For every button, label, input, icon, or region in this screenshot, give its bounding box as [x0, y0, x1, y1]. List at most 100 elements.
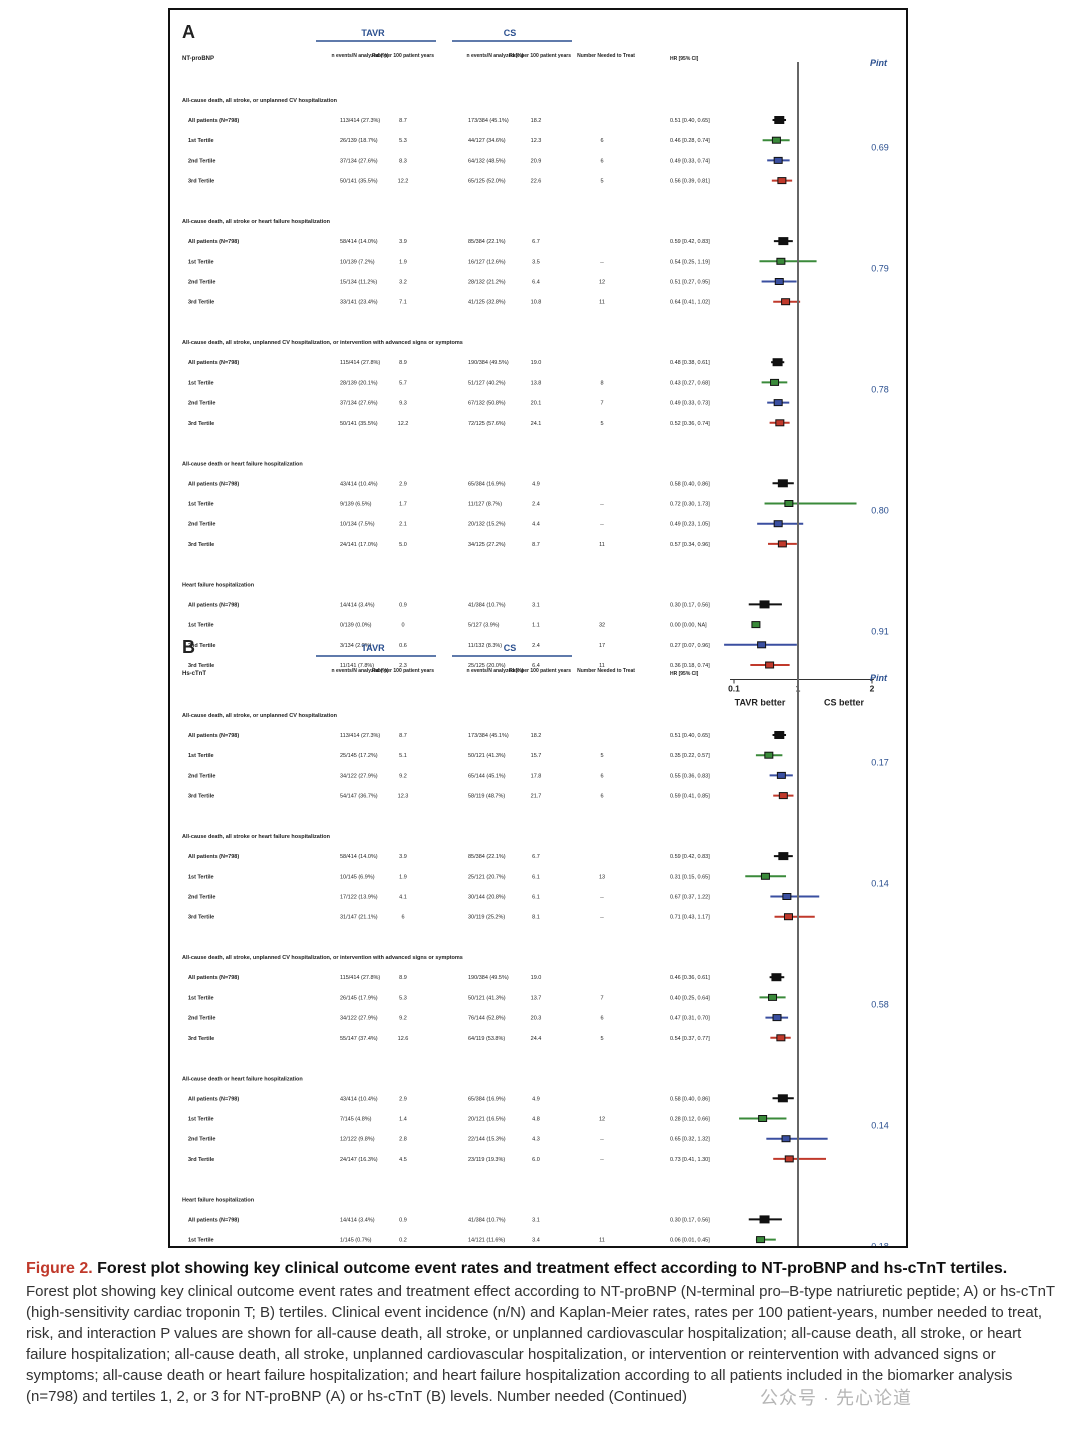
caption-title: Figure 2. Forest plot showing key clinic…	[26, 1258, 1056, 1279]
cs-rate: 2.4	[532, 502, 540, 508]
row-label: All patients (N=798)	[188, 1096, 239, 1102]
tavr-events: 24/147 (16.3%)	[340, 1157, 378, 1163]
hr-point	[775, 419, 785, 427]
row-label: 1st Tertile	[188, 138, 214, 144]
outcome-title: All-cause death or heart failure hospita…	[182, 1076, 303, 1082]
hr-point	[784, 500, 794, 507]
figure-number: Figure 2.	[26, 1260, 93, 1277]
hr-ci-text: 0.71 [0.43, 1.17]	[670, 915, 710, 921]
cs-events: 20/132 (15.2%)	[468, 522, 506, 528]
cs-events: 25/121 (20.7%)	[468, 874, 506, 880]
tavr-events: 113/414 (27.3%)	[340, 118, 380, 124]
nnt-value: 6	[600, 138, 603, 144]
header-tavr: TAVR	[361, 643, 385, 653]
pint-header: Pint	[870, 58, 888, 68]
hr-point	[772, 358, 783, 367]
outcome-title: All-cause death, all stroke, or unplanne…	[182, 713, 338, 719]
row-label: 1st Tertile	[188, 623, 214, 629]
hr-point	[776, 1034, 786, 1042]
col-header-tavr-rate: Rate per 100 patient years	[372, 53, 434, 59]
nnt-value: 5	[600, 1036, 603, 1042]
hr-point	[768, 993, 778, 1001]
nnt-value: 6	[600, 1016, 603, 1022]
cs-events: 30/119 (25.2%)	[468, 915, 505, 921]
tavr-rate: 4.1	[399, 895, 407, 901]
hr-point	[773, 520, 783, 528]
cs-rate: 4.3	[532, 1137, 540, 1143]
nnt-value: 7	[600, 995, 603, 1001]
cs-events: 190/384 (49.5%)	[468, 975, 509, 981]
col-header-cs-events: n events/N analyzed (%)	[467, 53, 524, 59]
hr-point	[781, 298, 791, 306]
row-label: 3rd Tertile	[188, 300, 214, 306]
tavr-events: 55/147 (37.4%)	[340, 1036, 378, 1042]
cs-rate: 6.7	[532, 239, 540, 245]
nnt-value: 11	[599, 663, 605, 669]
tavr-rate: 2.3	[399, 663, 407, 669]
nnt-value: --	[600, 895, 604, 901]
row-label: 2nd Tertile	[188, 522, 215, 528]
nnt-value: 5	[600, 421, 603, 427]
cs-events: 65/384 (16.9%)	[468, 1096, 506, 1102]
cs-rate: 17.8	[531, 773, 542, 779]
hr-point	[773, 156, 783, 164]
cs-rate: 2.4	[532, 643, 540, 649]
hr-ci-text: 0.31 [0.15, 0.65]	[670, 874, 710, 880]
cs-events: 85/384 (22.1%)	[468, 854, 506, 860]
tavr-events: 14/414 (3.4%)	[340, 1217, 375, 1223]
row-label: 3rd Tertile	[188, 794, 214, 800]
hr-point	[772, 1014, 782, 1022]
hr-ci-text: 0.30 [0.17, 0.56]	[670, 602, 710, 608]
tavr-events: 9/139 (6.5%)	[340, 502, 372, 508]
cs-events: 25/125 (20.0%)	[468, 663, 506, 669]
cs-rate: 8.7	[532, 542, 540, 548]
x-label-tavr-better: TAVR better	[735, 698, 786, 708]
hr-ci-text: 0.48 [0.38, 0.61]	[670, 360, 710, 366]
tavr-rate: 1.9	[399, 259, 407, 265]
figure-caption: Figure 2. Forest plot showing key clinic…	[26, 1258, 1056, 1407]
hr-point	[765, 661, 775, 669]
hr-point	[781, 1135, 791, 1143]
pint-header: Pint	[870, 673, 888, 683]
hr-point	[760, 872, 770, 880]
hr-ci-text: 0.64 [0.41, 1.02]	[670, 300, 710, 306]
hr-point	[777, 177, 787, 185]
tavr-rate: 8.3	[399, 158, 407, 164]
cs-rate: 4.9	[532, 1096, 540, 1102]
row-label: 2nd Tertile	[188, 773, 215, 779]
hr-point	[774, 731, 785, 739]
hr-point	[770, 378, 780, 386]
cs-rate: 24.4	[531, 1036, 542, 1042]
tavr-events: 54/147 (36.7%)	[340, 794, 378, 800]
hr-ci-text: 0.28 [0.12, 0.66]	[670, 1117, 710, 1123]
hr-ci-text: 0.06 [0.01, 0.45]	[670, 1238, 710, 1244]
col-header-hr: HR [95% CI]	[670, 671, 699, 677]
cs-rate: 22.6	[531, 179, 542, 185]
hr-point	[774, 116, 785, 124]
col-header-nnt: Number Needed to Treat	[577, 53, 635, 59]
row-label: 3rd Tertile	[188, 179, 214, 185]
outcome-title: All-cause death, all stroke or heart fai…	[182, 834, 331, 840]
cs-rate: 3.5	[532, 259, 540, 265]
tavr-rate: 3.9	[399, 239, 407, 245]
col-header-tavr-rate: Rate per 100 patient years	[372, 668, 434, 674]
hr-ci-text: 0.00 [0.00, NA]	[670, 623, 707, 629]
tavr-events: 17/122 (13.9%)	[340, 895, 378, 901]
row-label: 2nd Tertile	[188, 401, 215, 407]
nnt-value: 8	[600, 380, 603, 386]
hr-ci-text: 0.67 [0.37, 1.22]	[670, 895, 710, 901]
panel-letter: B	[182, 637, 195, 657]
cs-rate: 19.0	[531, 360, 542, 366]
cs-rate: 4.8	[532, 1117, 540, 1123]
cs-rate: 3.1	[532, 602, 540, 608]
hr-ci-text: 0.27 [0.07, 0.96]	[670, 643, 710, 649]
pint-value: 0.80	[871, 506, 889, 516]
row-label: 1st Tertile	[188, 1117, 214, 1123]
hr-point	[776, 771, 786, 779]
cs-events: 76/144 (52.8%)	[468, 1016, 506, 1022]
figure-frame: A TAVR CS NT-proBNP n events/N analyzed (%) R…	[168, 8, 908, 1248]
hr-ci-text: 0.49 [0.23, 1.05]	[670, 522, 710, 528]
hr-ci-text: 0.58 [0.40, 0.86]	[670, 481, 710, 487]
biomarker-label: Hs-cTnT	[182, 671, 206, 677]
tavr-events: 15/134 (11.2%)	[340, 280, 377, 286]
